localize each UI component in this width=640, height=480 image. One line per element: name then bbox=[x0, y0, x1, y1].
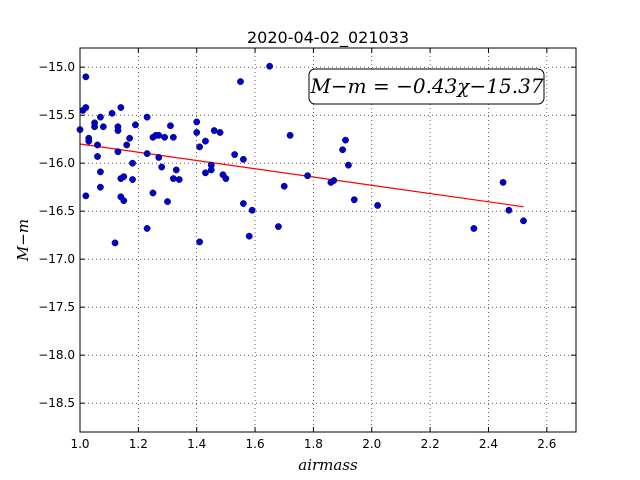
x-tick-label: 1.8 bbox=[304, 437, 323, 451]
data-point bbox=[132, 121, 139, 129]
data-point bbox=[167, 122, 174, 130]
data-point bbox=[114, 127, 122, 134]
data-point bbox=[85, 137, 93, 145]
data-point bbox=[330, 177, 338, 184]
data-point bbox=[193, 118, 201, 126]
y-tick-label: −17.5 bbox=[38, 300, 75, 314]
data-point bbox=[129, 176, 136, 183]
data-point bbox=[175, 176, 183, 183]
data-point bbox=[82, 73, 90, 81]
x-tick-label: 2.6 bbox=[537, 437, 556, 451]
x-tick-label: 2.2 bbox=[421, 437, 440, 451]
data-point bbox=[196, 143, 204, 151]
data-point bbox=[97, 168, 104, 176]
data-point bbox=[82, 192, 90, 200]
data-point bbox=[111, 239, 119, 247]
x-tick-label: 1.4 bbox=[187, 437, 206, 451]
data-point bbox=[108, 109, 116, 117]
data-point bbox=[149, 189, 157, 197]
data-point bbox=[120, 197, 128, 205]
data-point bbox=[499, 178, 507, 186]
x-tick-label: 1.0 bbox=[70, 437, 89, 451]
data-point bbox=[266, 62, 274, 70]
data-point bbox=[239, 155, 247, 163]
data-point bbox=[196, 238, 204, 246]
data-point bbox=[207, 166, 215, 174]
data-point bbox=[94, 141, 101, 149]
data-point bbox=[155, 154, 163, 161]
y-tick-label: −15.5 bbox=[38, 108, 75, 122]
y-tick-label: −16.0 bbox=[38, 156, 75, 170]
data-point bbox=[164, 198, 171, 206]
x-tick-label: 2.4 bbox=[479, 437, 498, 451]
fit-equation-box: M−m = −0.43χ−15.37 bbox=[308, 68, 545, 105]
data-point bbox=[245, 232, 253, 240]
data-point bbox=[158, 163, 166, 171]
data-point bbox=[239, 200, 247, 207]
data-point bbox=[505, 206, 513, 214]
data-point bbox=[193, 129, 201, 136]
grid bbox=[79, 48, 576, 432]
data-point bbox=[114, 148, 122, 156]
data-point bbox=[520, 217, 527, 225]
data-point bbox=[169, 133, 177, 141]
data-point bbox=[248, 206, 256, 214]
data-point bbox=[143, 225, 151, 232]
data-point bbox=[117, 104, 125, 111]
data-point bbox=[210, 127, 218, 134]
data-point bbox=[129, 159, 136, 167]
data-point bbox=[91, 119, 98, 127]
data-point bbox=[126, 134, 134, 142]
data-point bbox=[231, 151, 239, 158]
data-point bbox=[342, 136, 349, 144]
y-tick-label: −15.0 bbox=[38, 60, 75, 74]
data-point bbox=[97, 113, 104, 121]
x-axis-label: airmass bbox=[298, 456, 358, 474]
data-point bbox=[350, 196, 358, 204]
data-point bbox=[155, 131, 163, 139]
annotation-frame bbox=[308, 68, 545, 105]
x-tick-label: 1.2 bbox=[129, 437, 148, 451]
data-point bbox=[374, 202, 381, 209]
data-point bbox=[274, 223, 282, 230]
data-point bbox=[169, 175, 177, 182]
points-layer bbox=[76, 62, 527, 247]
fit-equation: M−m = −0.43χ−15.37 bbox=[309, 74, 543, 98]
fit-line bbox=[79, 143, 524, 208]
data-point bbox=[82, 104, 90, 111]
data-point bbox=[216, 129, 224, 136]
data-point bbox=[161, 133, 169, 141]
data-point bbox=[120, 173, 128, 181]
data-point bbox=[470, 225, 478, 232]
data-point bbox=[97, 183, 104, 191]
data-point bbox=[94, 153, 101, 160]
data-point bbox=[172, 166, 180, 174]
data-point bbox=[280, 182, 288, 190]
data-point bbox=[123, 141, 131, 149]
data-point bbox=[99, 123, 107, 131]
data-point bbox=[345, 161, 352, 169]
y-tick-label: −16.5 bbox=[38, 204, 75, 218]
data-point bbox=[222, 175, 230, 182]
y-tick-label: −18.5 bbox=[38, 396, 75, 410]
y-axis-label: M−m bbox=[14, 219, 32, 262]
data-point bbox=[143, 113, 151, 121]
data-point bbox=[339, 146, 346, 154]
x-tick-label: 2.0 bbox=[362, 437, 381, 451]
y-tick-label: −18.0 bbox=[38, 348, 75, 362]
data-point bbox=[143, 150, 151, 158]
plot-frame bbox=[79, 47, 577, 433]
data-point bbox=[304, 172, 311, 180]
y-tick-label: −17.0 bbox=[38, 252, 75, 266]
chart-title: 2020-04-02_021033 bbox=[247, 28, 409, 48]
ticks: 1.0 1.2 1.4 1.6 1.8 2.0 2.2 2.4 2.6 −15.0 −15.5 −16… bbox=[38, 48, 576, 451]
x-tick-label: 1.6 bbox=[246, 437, 265, 451]
data-point bbox=[202, 169, 209, 177]
data-point bbox=[286, 131, 294, 139]
data-point bbox=[237, 78, 244, 86]
data-point bbox=[202, 137, 209, 145]
fit-line-layer bbox=[79, 143, 524, 208]
